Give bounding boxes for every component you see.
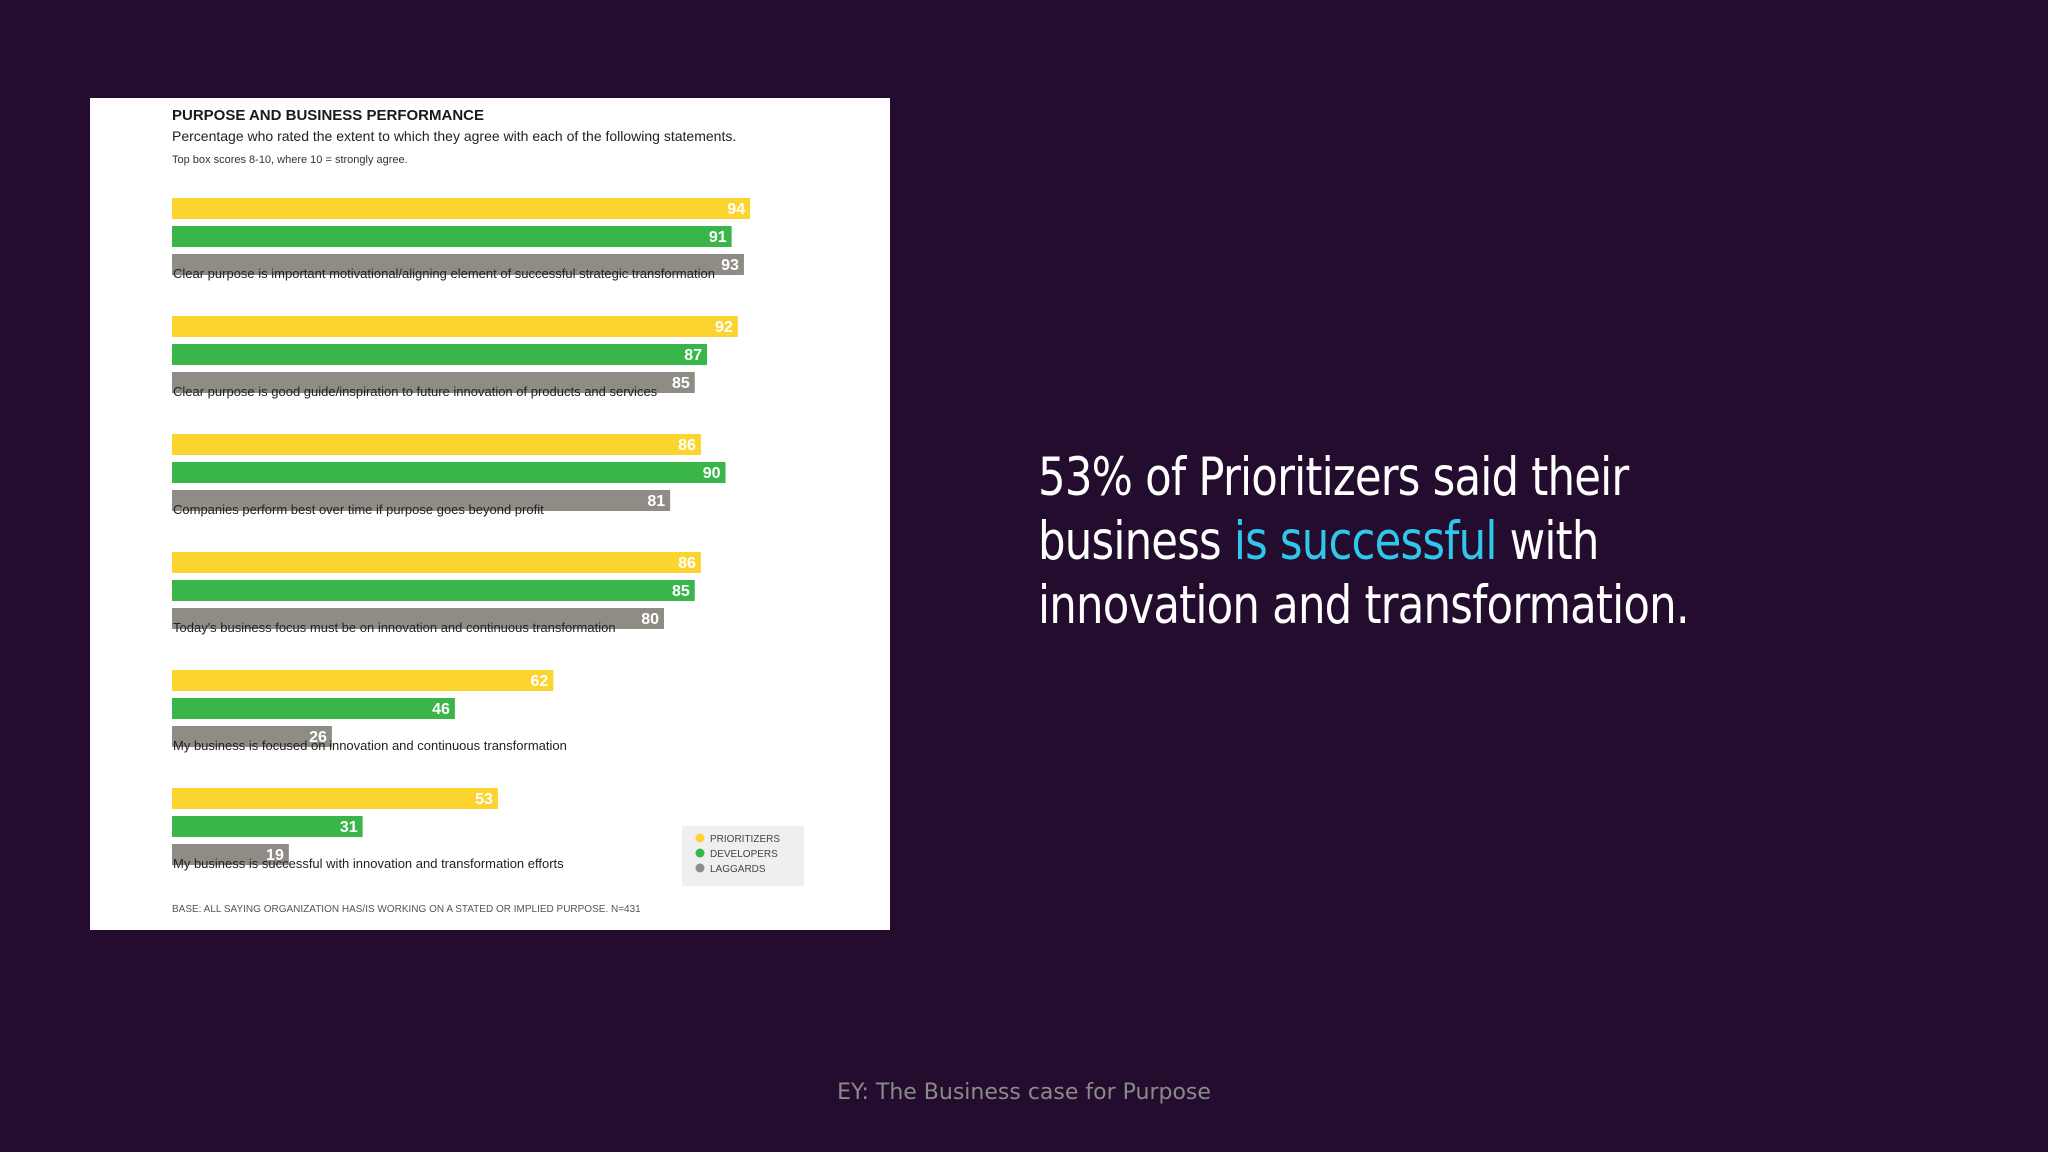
chart-legend: PRIORITIZERS DEVELOPERS LAGGARDS xyxy=(682,826,804,886)
bar-developers-5 xyxy=(172,698,455,719)
headline-highlight: is successful xyxy=(1233,511,1498,572)
legend-label: PRIORITIZERS xyxy=(710,834,780,845)
bar-prioritizers-3 xyxy=(172,434,701,455)
bar-prioritizers-6 xyxy=(172,788,498,809)
legend-swatch xyxy=(695,848,705,858)
bar-developers-1 xyxy=(172,226,732,247)
headline-part2: with innovation and transformation. xyxy=(1038,511,1690,636)
headline-part1: 53% of Prioritizers said their business xyxy=(1038,447,1629,572)
bar-value-label: 85 xyxy=(672,375,690,392)
bar-value-label: 81 xyxy=(647,493,665,510)
bar-value-label: 92 xyxy=(715,319,733,336)
bar-prioritizers-5 xyxy=(172,670,554,691)
bar-developers-3 xyxy=(172,462,726,483)
headline: 53% of Prioritizers said their business … xyxy=(1038,446,1776,638)
bar-value-label: 80 xyxy=(641,611,659,628)
legend-swatch xyxy=(695,833,705,843)
bar-developers-6 xyxy=(172,816,363,837)
category-label: Clear purpose is important motivational/… xyxy=(173,266,715,281)
bar-prioritizers-1 xyxy=(172,198,751,219)
category-label: My business is successful with innovatio… xyxy=(173,856,564,871)
bar-laggards-6 xyxy=(172,844,289,865)
bar-value-label: 53 xyxy=(475,791,493,808)
bar-value-label: 62 xyxy=(531,673,549,690)
source-caption: EY: The Business case for Purpose xyxy=(837,1080,1211,1105)
category-label: Companies perform best over time if purp… xyxy=(173,502,544,517)
chart-base-note: BASE: ALL SAYING ORGANIZATION HAS/IS WOR… xyxy=(172,904,641,915)
chart-subtitle: Percentage who rated the extent to which… xyxy=(172,128,736,144)
chart-panel: PURPOSE AND BUSINESS PERFORMANCE Percent… xyxy=(90,98,890,930)
bar-chart: PURPOSE AND BUSINESS PERFORMANCE Percent… xyxy=(172,107,804,915)
bar-value-label: 85 xyxy=(672,583,690,600)
bar-value-label: 86 xyxy=(678,437,696,454)
bar-developers-4 xyxy=(172,580,695,601)
chart-title: PURPOSE AND BUSINESS PERFORMANCE xyxy=(172,107,484,124)
bar-prioritizers-2 xyxy=(172,316,738,337)
bar-laggards-1 xyxy=(172,254,744,275)
category-label: Clear purpose is good guide/inspiration … xyxy=(173,384,658,399)
bar-value-label: 90 xyxy=(703,465,721,482)
bar-laggards-4 xyxy=(172,608,664,629)
bar-laggards-2 xyxy=(172,372,695,393)
chart-note: Top box scores 8-10, where 10 = strongly… xyxy=(172,154,408,166)
bar-value-label: 93 xyxy=(721,257,739,274)
bar-laggards-3 xyxy=(172,490,671,511)
bar-value-label: 26 xyxy=(309,729,327,746)
bar-value-label: 46 xyxy=(432,701,450,718)
bar-developers-2 xyxy=(172,344,708,365)
category-label: Today's business focus must be on innova… xyxy=(173,620,616,635)
category-label: My business is focused on innovation and… xyxy=(173,738,567,753)
bar-laggards-5 xyxy=(172,726,332,747)
bar-prioritizers-4 xyxy=(172,552,701,573)
bar-value-label: 31 xyxy=(340,819,358,836)
bar-value-label: 94 xyxy=(727,201,745,218)
bar-value-label: 86 xyxy=(678,555,696,572)
legend-label: DEVELOPERS xyxy=(710,849,778,860)
legend-swatch xyxy=(695,863,705,873)
bar-value-label: 19 xyxy=(266,847,284,864)
bar-value-label: 91 xyxy=(709,229,727,246)
bar-value-label: 87 xyxy=(684,347,702,364)
legend-label: LAGGARDS xyxy=(710,864,766,875)
